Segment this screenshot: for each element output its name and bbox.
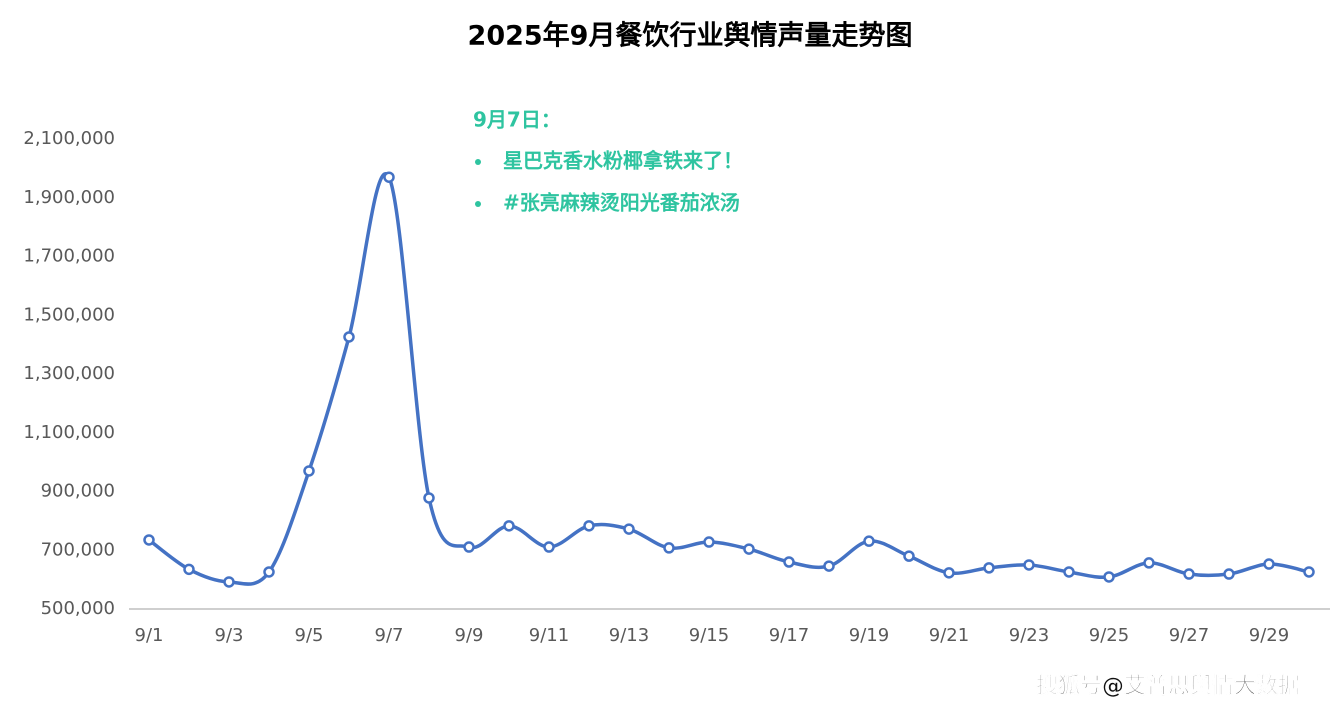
annotation-heading: 9月7日： [473,108,561,132]
point [703,536,715,548]
x-tick-label: 9/25 [1089,625,1129,646]
point [623,523,635,535]
x-tick-label: 9/5 [295,625,324,646]
point [183,563,195,576]
y-tick-label: 1,700,000 [23,246,115,267]
point [1023,559,1035,571]
point [983,562,995,574]
point [463,541,475,553]
y-tick-label: 1,100,000 [23,422,115,443]
point [343,331,355,343]
point [743,543,755,555]
point [223,576,235,588]
chart-title: 2025年9月餐饮行业舆情声量走势图 [468,20,913,52]
x-tick-label: 9/29 [1249,625,1289,646]
point [143,534,155,546]
x-tick-label: 9/13 [609,625,649,646]
point [1263,558,1275,570]
point [383,171,395,183]
x-tick-label: 9/15 [689,625,729,646]
point [583,520,595,532]
y-tick-label: 2,100,000 [23,128,115,149]
y-tick-label: 1,300,000 [23,363,115,384]
point [903,550,915,562]
y-tick-label: 900,000 [41,481,115,502]
point [823,560,835,572]
x-tick-label: 9/1 [135,625,164,646]
annotation-item: 星巴克香水粉椰拿铁来了！ [503,149,743,173]
point [943,567,955,579]
line [147,172,1310,586]
point [1143,557,1155,569]
point [783,556,795,568]
bullet [475,201,481,207]
x-tick-label: 9/3 [215,625,244,646]
y-tick-label: 1,500,000 [23,304,115,325]
point [1063,566,1075,578]
point [503,520,515,532]
y-tick-label: 700,000 [41,539,115,560]
x-tick-label: 9/23 [1009,625,1049,646]
x-tick-label: 9/9 [455,625,484,646]
point [1223,568,1235,580]
x-tick-label: 9/11 [529,625,569,646]
point [1303,566,1315,578]
x-tick-label: 9/7 [375,625,404,646]
y-tick-label: 1,900,000 [23,187,115,208]
point [663,542,675,554]
point [543,541,555,553]
point [1183,568,1195,580]
annotation-item: #张亮麻辣烫阳光番茄浓汤 [503,191,740,215]
x-tick-label: 9/19 [849,625,889,646]
source: 搜狐号@艾普思舆情大数据 [1036,673,1300,699]
point [263,566,275,578]
point [863,535,875,547]
bullet [475,159,481,165]
x-tick-label: 9/17 [769,625,809,646]
point [423,492,435,504]
point [303,465,315,477]
x-tick-label: 9/21 [929,625,969,646]
y-tick-label: 500,000 [41,598,115,619]
x-tick-label: 9/27 [1169,625,1209,646]
point [1103,571,1115,583]
